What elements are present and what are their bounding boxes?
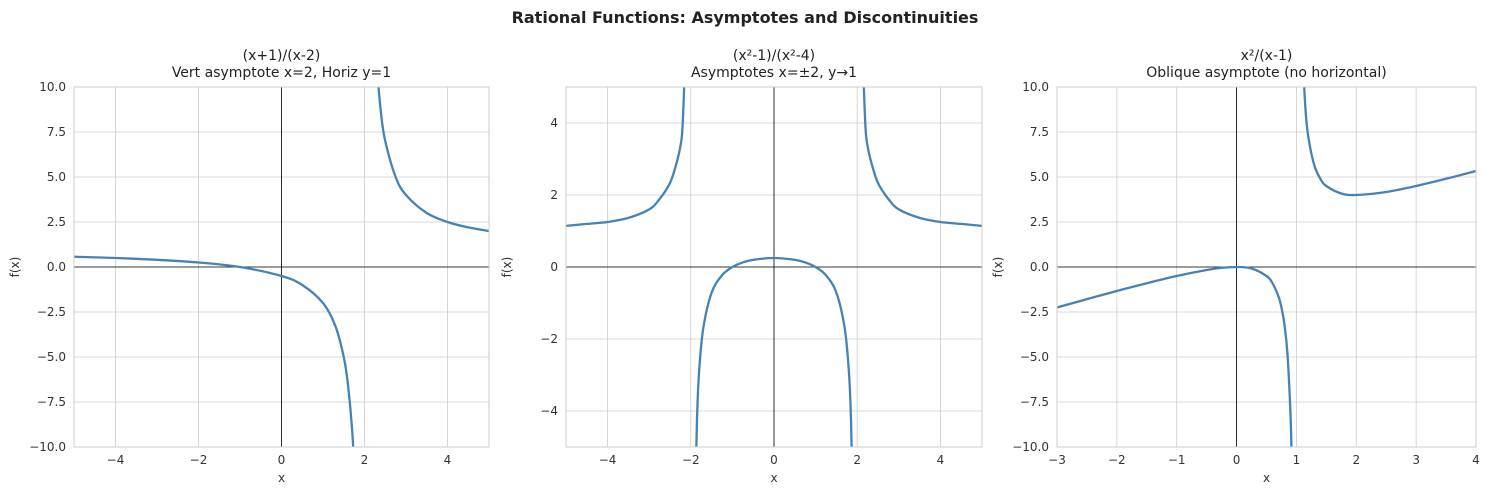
plot-frame xyxy=(565,86,983,448)
x-axis-label: x xyxy=(278,471,285,485)
plot-frame xyxy=(1056,86,1477,448)
curve-branch-1 xyxy=(74,255,355,447)
y-axis-label: f(x) xyxy=(991,257,1005,278)
y-tick-label: 5.0 xyxy=(1030,170,1049,184)
x-tick-label: 0 xyxy=(278,453,286,467)
x-tick-label: 2 xyxy=(361,453,369,467)
curve-branch-1 xyxy=(566,87,686,227)
x-tick-label: 3 xyxy=(1412,453,1420,467)
curve-branch-2 xyxy=(695,256,853,447)
subplot-subtitle: Vert asymptote x=2, Horiz y=1 xyxy=(172,65,391,81)
y-tick-label: 0 xyxy=(550,260,558,274)
curve-branch-2 xyxy=(377,87,489,233)
y-tick-label: −4 xyxy=(540,404,558,418)
x-tick-label: −1 xyxy=(1168,453,1186,467)
y-tick-label: 7.5 xyxy=(1030,125,1049,139)
subplot-title: (x²-1)/(x²-4) xyxy=(733,48,815,64)
figure-title: Rational Functions: Asymptotes and Disco… xyxy=(511,8,979,27)
subplot-title: (x+1)/(x-2) xyxy=(243,48,321,64)
x-tick-label: 0 xyxy=(1233,453,1241,467)
curve-branch-1 xyxy=(1057,265,1293,447)
y-tick-label: −10.0 xyxy=(1012,440,1049,454)
y-tick-label: 5.0 xyxy=(47,170,66,184)
plot-frame xyxy=(73,86,490,448)
x-tick-label: 1 xyxy=(1293,453,1301,467)
curve-branch-3 xyxy=(862,87,982,227)
y-tick-label: −5.0 xyxy=(37,350,66,364)
y-tick-label: 2.5 xyxy=(47,215,66,229)
y-tick-label: −5.0 xyxy=(1020,350,1049,364)
y-tick-label: 10.0 xyxy=(39,80,66,94)
y-tick-label: 0.0 xyxy=(1030,260,1049,274)
y-axis-label: f(x) xyxy=(8,257,22,278)
curve-branch-2 xyxy=(1303,87,1476,197)
x-axis-label: x xyxy=(1263,471,1270,485)
subplot-2: −4 −2 0 2 4 −4 −2 0 2 4 (x²-1)/(x²-4)Asymptotes x=… xyxy=(500,48,983,485)
y-tick-label: −2 xyxy=(540,332,558,346)
y-tick-label: −2.5 xyxy=(37,305,66,319)
subplot-1: −4 −2 0 2 4 −10.0 −7.5 −5.0 −2.5 0.0 2.5 5.0 7.5 10.0… xyxy=(8,48,490,485)
y-axis-label: f(x) xyxy=(500,257,514,278)
x-tick-label: 0 xyxy=(770,453,778,467)
x-tick-label: −4 xyxy=(599,453,617,467)
y-tick-label: 10.0 xyxy=(1022,80,1049,94)
x-axis-label: x xyxy=(770,471,777,485)
x-tick-label: 4 xyxy=(1472,453,1480,467)
y-tick-label: −2.5 xyxy=(1020,305,1049,319)
x-tick-label: 4 xyxy=(937,453,945,467)
y-tick-label: 4 xyxy=(550,116,558,130)
y-tick-label: 0.0 xyxy=(47,260,66,274)
x-tick-label: 2 xyxy=(853,453,861,467)
y-tick-label: −10.0 xyxy=(29,440,66,454)
subplot-title: x²/(x-1) xyxy=(1241,48,1293,64)
x-tick-label: −4 xyxy=(107,453,125,467)
y-tick-label: 2.5 xyxy=(1030,215,1049,229)
x-tick-label: −2 xyxy=(190,453,208,467)
y-tick-label: 2 xyxy=(550,188,558,202)
x-tick-label: −2 xyxy=(1108,453,1126,467)
y-tick-label: −7.5 xyxy=(1020,395,1049,409)
x-tick-label: 4 xyxy=(444,453,452,467)
y-tick-label: −7.5 xyxy=(37,395,66,409)
x-tick-label: −3 xyxy=(1048,453,1066,467)
subplot-subtitle: Asymptotes x=±2, y→1 xyxy=(691,65,857,81)
subplot-subtitle: Oblique asymptote (no horizontal) xyxy=(1146,65,1386,81)
y-tick-label: 7.5 xyxy=(47,125,66,139)
x-tick-label: 2 xyxy=(1352,453,1360,467)
x-tick-label: −2 xyxy=(682,453,700,467)
subplot-3: −3 −2 −1 0 1 2 3 4 −10.0 −7.5 −5.0 −2.5 0.0 2.5 5.0 7.5… xyxy=(991,48,1480,485)
